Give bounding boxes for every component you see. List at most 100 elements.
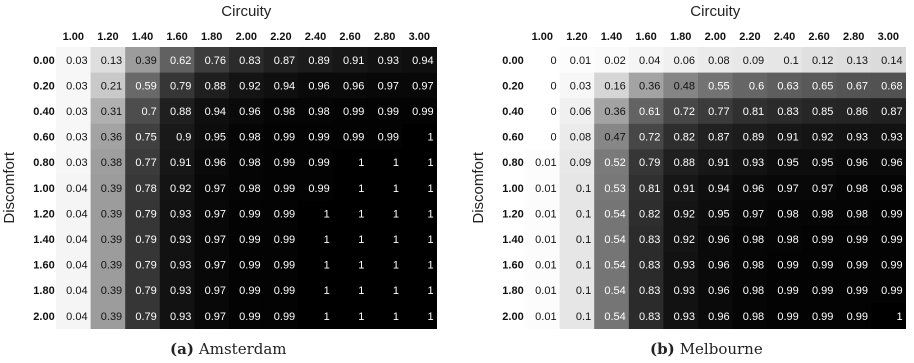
heatmap-cell <box>367 149 403 176</box>
heatmap-cell <box>56 175 91 201</box>
cell-value-label: 0.97 <box>205 311 226 323</box>
heatmap-cell <box>194 149 230 176</box>
cell-value-label: 0.01 <box>535 234 556 246</box>
heatmap-cell <box>732 72 768 99</box>
cell-value-label: 0.85 <box>812 106 833 118</box>
cell-value-label: 1 <box>324 234 330 246</box>
heatmap-cell <box>836 251 872 278</box>
heatmap-cell <box>732 200 768 227</box>
cell-value-label: 0.98 <box>812 208 833 220</box>
cell-value-label: 0.99 <box>274 183 295 195</box>
heatmap-cell <box>229 251 264 278</box>
heatmap-cell <box>801 226 837 253</box>
heatmap-cell <box>367 277 403 304</box>
heatmap-cell <box>402 175 437 201</box>
cell-value-label: 0.79 <box>135 311 156 323</box>
cell-value-label: 1 <box>324 285 330 297</box>
cell-value-label: 0.93 <box>170 260 191 272</box>
heatmap-cell <box>871 251 906 278</box>
heatmap-cell <box>559 251 595 278</box>
heatmap-cell <box>229 98 264 125</box>
cell-value-label: 0.01 <box>535 157 556 169</box>
x-tick-label: 2.40 <box>774 31 795 43</box>
heatmap-cell <box>836 200 872 227</box>
heatmap-cell <box>525 251 560 278</box>
heatmap-cell <box>594 149 630 176</box>
heatmap-cell <box>594 47 630 73</box>
heatmap-cell <box>628 226 664 253</box>
heatmap-cell <box>663 303 699 329</box>
cell-value-label: 1 <box>358 234 364 246</box>
cell-value-label: 0.99 <box>343 132 364 144</box>
caption-text: Melbourne <box>679 340 763 358</box>
cell-value-label: 0.99 <box>274 234 295 246</box>
heatmap-cell <box>90 123 126 150</box>
cell-value-label: 0.83 <box>639 285 660 297</box>
heatmap-cell <box>56 47 91 73</box>
heatmap-cell <box>332 98 368 125</box>
cell-value-label: 0.97 <box>205 183 226 195</box>
heatmap-cell <box>836 72 872 99</box>
heatmap-cell <box>402 98 437 125</box>
x-axis-title: Circuity <box>690 3 741 20</box>
heatmap-cell <box>402 200 437 227</box>
heatmap-cell <box>229 123 264 150</box>
cell-value-label: 0.68 <box>881 80 902 92</box>
cell-value-label: 0.91 <box>708 157 729 169</box>
cell-value-label: 0.99 <box>777 285 798 297</box>
heatmap-cell <box>767 98 803 125</box>
cell-value-label: 0.97 <box>205 260 226 272</box>
cell-value-label: 0.96 <box>708 260 729 272</box>
cell-value-label: 0.36 <box>604 106 625 118</box>
y-tick-label: 0.40 <box>502 106 523 118</box>
cell-value-label: 0.98 <box>743 260 764 272</box>
cell-value-label: 0.04 <box>66 183 87 195</box>
cell-value-label: 0.93 <box>170 208 191 220</box>
cell-value-label: 0.54 <box>604 234 625 246</box>
cell-value-label: 1 <box>324 208 330 220</box>
cell-value-label: 0.39 <box>101 208 122 220</box>
cell-value-label: 0.83 <box>639 234 660 246</box>
heatmap-cell <box>125 98 161 125</box>
cell-value-label: 0.79 <box>135 260 156 272</box>
heatmap-cell <box>663 123 699 150</box>
cell-value-label: 0.79 <box>135 208 156 220</box>
cell-value-label: 0.04 <box>66 260 87 272</box>
heatmap-cell <box>559 200 595 227</box>
cell-value-label: 0.01 <box>535 260 556 272</box>
caption-text: Amsterdam <box>198 340 287 358</box>
cell-value-label: 0.79 <box>170 80 191 92</box>
heatmap-cell <box>332 251 368 278</box>
heatmap-cell <box>698 303 733 329</box>
x-tick-label: 1.20 <box>97 31 118 43</box>
heatmap-cell <box>801 251 837 278</box>
cell-value-label: 0.96 <box>343 80 364 92</box>
cell-value-label: 0.78 <box>135 183 156 195</box>
cell-value-label: 0.99 <box>239 285 260 297</box>
cell-value-label: 0.08 <box>708 55 729 67</box>
heatmap-cell <box>159 149 195 176</box>
cell-value-label: 0.6 <box>749 80 764 92</box>
heatmap-cell <box>525 200 560 227</box>
heatmap-cell <box>298 123 334 150</box>
x-tick-label: 1.80 <box>670 31 691 43</box>
heatmap-cell <box>298 226 334 253</box>
heatmap-cell <box>594 175 630 201</box>
cell-value-label: 0.03 <box>66 157 87 169</box>
cell-value-label: 0.98 <box>274 106 295 118</box>
cell-value-label: 0.91 <box>170 157 191 169</box>
y-tick-label: 1.60 <box>502 260 523 272</box>
cell-value-label: 0.93 <box>674 285 695 297</box>
heatmap-cell <box>194 123 230 150</box>
heatmap-cell <box>367 72 403 99</box>
heatmap-cell <box>525 303 560 329</box>
heatmap-panel-melbourne: Circuity Discomfort 1.00 1.20 1.40 1.60 1.80 2.… <box>469 0 914 336</box>
y-tick-label: 1.00 <box>33 183 54 195</box>
heatmap-cell <box>367 98 403 125</box>
cell-value-label: 0.92 <box>170 183 191 195</box>
cell-value-label: 0.99 <box>881 260 902 272</box>
x-tick-label: 1.00 <box>63 31 84 43</box>
heatmap-cell <box>594 251 630 278</box>
heatmap-cell <box>559 47 595 73</box>
cell-value-label: 0.52 <box>604 157 625 169</box>
